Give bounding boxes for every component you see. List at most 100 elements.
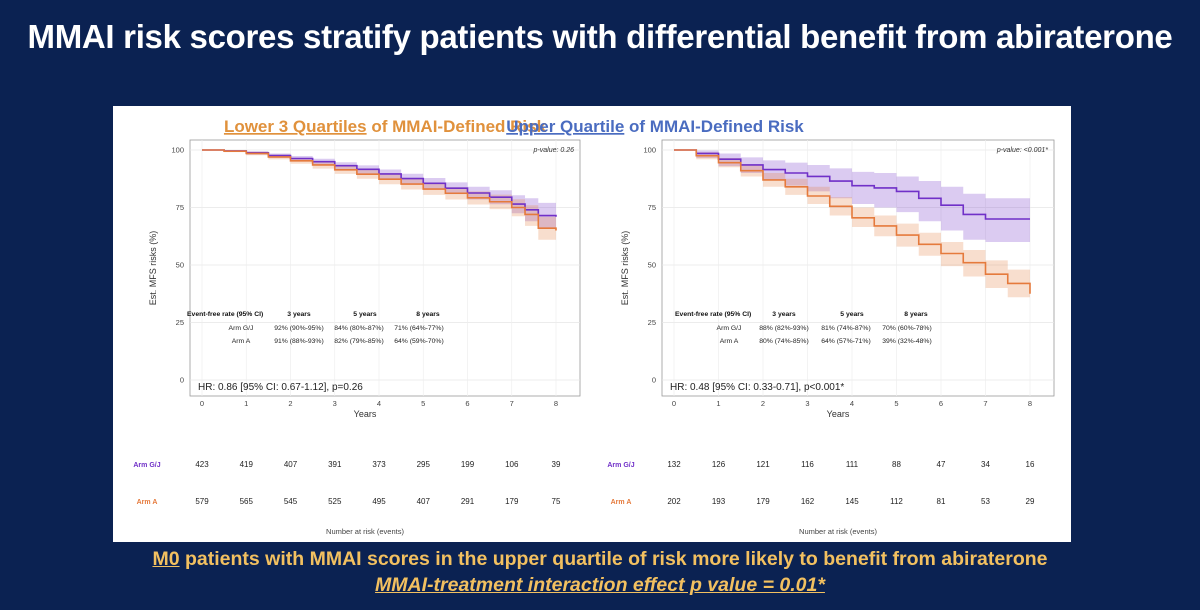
- at-risk-count: 291: [461, 497, 475, 506]
- table-header: 3 years: [287, 311, 311, 318]
- at-risk-count: 199: [461, 460, 475, 469]
- footer-m0: M0: [152, 548, 180, 570]
- chart-panel-area: Lower 3 Quartiles of MMAI-Defined Risk 0 2…: [113, 106, 1071, 542]
- at-risk-row-label: Arm G/J: [607, 462, 634, 469]
- panel-title-rest: of MMAI-Defined Risk: [367, 117, 547, 136]
- x-tick-label: 7: [510, 399, 514, 408]
- km-line-arm_a: [674, 149, 1031, 294]
- table-cell: 64% (59%-70%): [394, 338, 444, 345]
- x-tick-label: 1: [716, 399, 720, 408]
- table-header: 5 years: [353, 311, 377, 318]
- panel-title-underlined: Lower 3 Quartiles: [224, 117, 367, 136]
- hazard-ratio-label: HR: 0.86 [95% CI: 0.67-1.12], p=0.26: [198, 382, 363, 393]
- at-risk-count: 112: [890, 497, 903, 506]
- km-line-arm_gj: [674, 149, 1030, 220]
- at-risk-row-label: Arm A: [137, 499, 158, 506]
- y-tick-label: 0: [652, 376, 656, 385]
- at-risk-count: 407: [284, 460, 298, 469]
- at-risk-row-label: Arm G/J: [133, 462, 160, 469]
- y-tick-label: 50: [648, 261, 656, 270]
- table-cell: 71% (64%-77%): [394, 325, 444, 332]
- at-risk-count: 116: [801, 460, 814, 469]
- x-tick-label: 2: [288, 399, 292, 408]
- table-header: Event-free rate (95% CI): [187, 311, 263, 318]
- table-header: 3 years: [772, 311, 796, 318]
- x-tick-label: 4: [850, 399, 854, 408]
- at-risk-row-label: Arm A: [611, 499, 632, 506]
- at-risk-count: 53: [981, 497, 990, 506]
- table-cell: 70% (60%-78%): [882, 325, 932, 332]
- x-tick-label: 3: [805, 399, 809, 408]
- km-chart-lower-quartiles: Lower 3 Quartiles of MMAI-Defined Risk 0 2…: [133, 117, 581, 536]
- at-risk-count: 75: [552, 497, 561, 506]
- panel-title-rest: of MMAI-Defined Risk: [624, 117, 804, 136]
- ci-band-arm_gj: [202, 150, 556, 229]
- x-axis-label: Years: [354, 409, 377, 419]
- x-tick-label: 6: [939, 399, 943, 408]
- x-axis-label: Years: [827, 409, 850, 419]
- y-axis-label: Est. MFS risks (%): [620, 231, 630, 306]
- footer-line-1: M0 patients with MMAI scores in the uppe…: [0, 548, 1200, 571]
- footer-line-1-text: patients with MMAI scores in the upper q…: [179, 548, 1048, 570]
- at-risk-count: 132: [667, 460, 681, 469]
- x-tick-label: 6: [465, 399, 469, 408]
- at-risk-footer-label: Number at risk (events): [326, 527, 404, 536]
- x-tick-label: 0: [200, 399, 204, 408]
- table-cell: 81% (74%-87%): [821, 325, 871, 332]
- at-risk-footer-label: Number at risk (events): [799, 527, 877, 536]
- at-risk-count: 423: [195, 460, 209, 469]
- at-risk-count: 34: [981, 460, 990, 469]
- table-row-label: Arm A: [232, 338, 251, 345]
- table-cell: 84% (80%-87%): [334, 325, 384, 332]
- at-risk-count: 373: [372, 460, 386, 469]
- y-tick-label: 75: [648, 203, 656, 212]
- panel-title: Lower 3 Quartiles of MMAI-Defined Risk: [224, 117, 547, 136]
- table-cell: 88% (82%-93%): [759, 325, 809, 332]
- y-tick-label: 25: [648, 318, 656, 327]
- km-line-arm_a: [202, 149, 557, 231]
- table-cell: 64% (57%-71%): [821, 338, 871, 345]
- x-tick-label: 0: [672, 399, 676, 408]
- table-header: 8 years: [904, 311, 928, 318]
- table-header: Event-free rate (95% CI): [675, 311, 751, 318]
- plot-frame: [661, 139, 1055, 397]
- y-tick-label: 100: [171, 146, 184, 155]
- x-tick-label: 1: [244, 399, 248, 408]
- table-cell: 82% (79%-85%): [334, 338, 384, 345]
- plot-frame: [189, 139, 581, 397]
- at-risk-count: 179: [756, 497, 770, 506]
- x-tick-label: 3: [333, 399, 337, 408]
- y-tick-label: 50: [176, 261, 184, 270]
- x-tick-label: 5: [421, 399, 425, 408]
- x-tick-label: 5: [894, 399, 898, 408]
- panel-title: Upper Quartile of MMAI-Defined Risk: [506, 117, 804, 136]
- y-tick-label: 75: [176, 203, 184, 212]
- at-risk-count: 565: [240, 497, 254, 506]
- table-cell: 80% (74%-85%): [759, 338, 809, 345]
- slide-title: MMAI risk scores stratify patients with …: [27, 18, 1173, 55]
- at-risk-count: 39: [552, 460, 561, 469]
- at-risk-count: 295: [417, 460, 431, 469]
- p-value-label: p-value: 0.26: [533, 147, 575, 154]
- hazard-ratio-label: HR: 0.48 [95% CI: 0.33-0.71], p<0.001*: [670, 382, 844, 393]
- y-axis-label: Est. MFS risks (%): [148, 231, 158, 306]
- table-row-label: Arm G/J: [229, 325, 254, 332]
- x-tick-label: 2: [761, 399, 765, 408]
- p-value-label: p-value: <0.001*: [996, 147, 1048, 154]
- km-chart-upper-quartile: Upper Quartile of MMAI-Defined Risk02550…: [506, 117, 1055, 536]
- at-risk-count: 106: [505, 460, 519, 469]
- at-risk-count: 29: [1026, 497, 1035, 506]
- at-risk-count: 525: [328, 497, 342, 506]
- at-risk-count: 121: [756, 460, 770, 469]
- at-risk-count: 162: [801, 497, 815, 506]
- table-row-label: Arm G/J: [717, 325, 742, 332]
- at-risk-count: 495: [372, 497, 386, 506]
- y-tick-label: 25: [176, 318, 184, 327]
- at-risk-count: 419: [240, 460, 254, 469]
- table-row-label: Arm A: [720, 338, 739, 345]
- at-risk-count: 145: [845, 497, 859, 506]
- x-tick-label: 4: [377, 399, 381, 408]
- at-risk-count: 391: [328, 460, 342, 469]
- table-cell: 92% (90%-95%): [274, 325, 324, 332]
- x-tick-label: 8: [554, 399, 558, 408]
